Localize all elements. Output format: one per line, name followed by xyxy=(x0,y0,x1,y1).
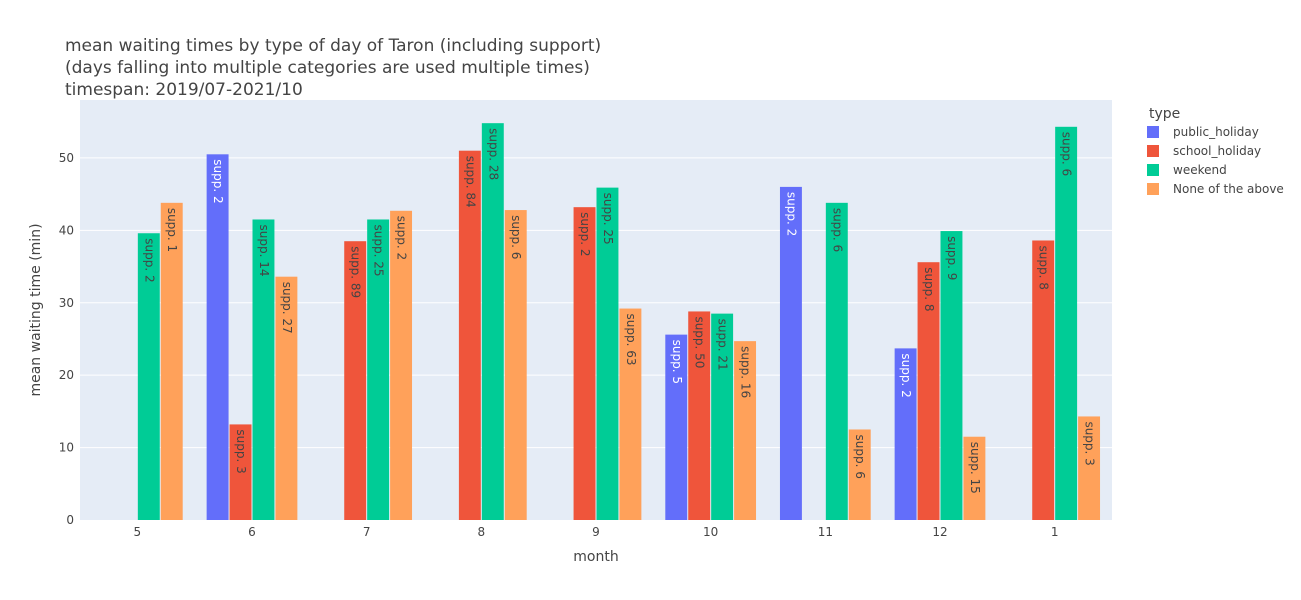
bar-none-of-the-above xyxy=(504,210,527,520)
bar-none-of-the-above xyxy=(734,341,757,520)
chart-title-line-2: (days falling into multiple categories a… xyxy=(65,58,590,78)
bar-public_holiday xyxy=(665,334,688,520)
bar-none-of-the-above xyxy=(275,276,298,520)
x-tick-label: 10 xyxy=(703,525,718,539)
bar-data-label: supp. 6 xyxy=(1060,132,1074,176)
legend-item-label: public_holiday xyxy=(1173,125,1259,139)
x-tick-label: 6 xyxy=(248,525,256,539)
x-tick-label: 1 xyxy=(1051,525,1059,539)
legend: type public_holiday school_holidayweekend… xyxy=(1147,106,1284,196)
bar-public_holiday xyxy=(206,154,229,520)
y-tick-label: 10 xyxy=(59,441,74,455)
plot-area xyxy=(80,100,1112,520)
x-tick-label: 7 xyxy=(363,525,371,539)
bar-data-label: supp. 8 xyxy=(922,267,936,311)
y-tick-label: 0 xyxy=(66,513,74,527)
bar-data-label: supp. 15 xyxy=(968,442,982,494)
x-axis-ticks: 5 6 7 8 9 10 11 12 1 xyxy=(134,525,1059,539)
legend-swatch xyxy=(1147,183,1159,195)
y-axis-ticks: 0 10 20 30 40 50 xyxy=(59,151,74,527)
bar-weekend xyxy=(481,123,504,520)
bar-weekend xyxy=(711,313,734,520)
bar-data-label: supp. 89 xyxy=(349,246,363,298)
y-tick-label: 30 xyxy=(59,296,74,310)
bar-weekend xyxy=(137,233,160,520)
legend-swatch xyxy=(1147,164,1159,176)
x-tick-label: 12 xyxy=(932,525,947,539)
bar-data-label: supp. 16 xyxy=(739,346,753,398)
x-tick-label: 11 xyxy=(818,525,833,539)
bar-data-label: supp. 3 xyxy=(234,429,248,473)
bar-none-of-the-above xyxy=(390,210,413,521)
y-tick-label: 40 xyxy=(59,223,74,237)
bar-school_holiday xyxy=(458,150,481,521)
bar-data-label: supp. 2 xyxy=(899,353,913,397)
bar-data-label: supp. 84 xyxy=(463,156,477,208)
bar-data-label: supp. 2 xyxy=(784,192,798,236)
bar-data-label: supp. 2 xyxy=(578,212,592,256)
bar-data-label: supp. 2 xyxy=(211,159,225,203)
bar-school_holiday xyxy=(688,311,711,520)
bar-data-label: supp. 6 xyxy=(853,434,867,478)
bar-public_holiday xyxy=(894,348,917,520)
legend-swatch xyxy=(1147,145,1159,157)
bar-data-label: supp. 2 xyxy=(395,216,409,260)
bar-data-label: supp. 25 xyxy=(601,193,615,245)
bar-data-label: supp. 50 xyxy=(693,316,707,368)
x-tick-label: 8 xyxy=(478,525,486,539)
bar-school_holiday xyxy=(917,262,940,520)
bar-none-of-the-above xyxy=(619,308,642,520)
bar-weekend xyxy=(825,202,848,521)
bar-weekend xyxy=(367,219,390,520)
y-tick-label: 20 xyxy=(59,368,74,382)
bar-data-label: supp. 27 xyxy=(280,282,294,334)
bar-data-label: supp. 5 xyxy=(670,340,684,384)
bar-weekend xyxy=(1055,126,1078,521)
x-axis-title: month xyxy=(573,549,618,565)
bar-data-label: supp. 2 xyxy=(142,238,156,282)
gridlines xyxy=(80,157,1112,449)
chart-title-line-3: timespan: 2019/07-2021/10 xyxy=(65,80,303,100)
bar-data-label: supp. 28 xyxy=(486,128,500,180)
bar-school_holiday xyxy=(573,207,596,520)
legend-title: type xyxy=(1149,106,1180,122)
bar-none-of-the-above xyxy=(160,202,183,521)
y-axis-title: mean waiting time (min) xyxy=(28,223,44,396)
bar-weekend xyxy=(596,187,619,520)
bar-data-label: supp. 63 xyxy=(624,314,638,366)
legend-item-label: None of the above xyxy=(1173,182,1284,196)
bar-school_holiday xyxy=(229,424,252,520)
x-tick-label: 9 xyxy=(592,525,600,539)
bar-data-label: supp. 25 xyxy=(372,224,386,276)
legend-swatch xyxy=(1147,126,1159,138)
bar-data-label: supp. 9 xyxy=(945,236,959,280)
bar-data-label: supp. 14 xyxy=(257,224,271,276)
chart-title-line-1: mean waiting times by type of day of Tar… xyxy=(65,36,601,56)
bar-school_holiday xyxy=(1032,240,1055,520)
bar-weekend xyxy=(252,219,275,520)
bar-school_holiday xyxy=(344,241,367,520)
y-tick-label: 50 xyxy=(59,151,74,165)
bar-data-label: supp. 6 xyxy=(509,215,523,259)
chart-title: mean waiting times by type of day of Tar… xyxy=(65,36,601,100)
x-tick-label: 5 xyxy=(134,525,142,539)
bar-data-label: supp. 3 xyxy=(1083,421,1097,465)
bar-none-of-the-above xyxy=(1078,416,1101,520)
bar-public_holiday xyxy=(779,186,802,520)
bar-weekend xyxy=(940,231,963,520)
legend-item-label: weekend xyxy=(1173,163,1227,177)
bar-data-label: supp. 1 xyxy=(165,208,179,252)
bar-data-label: supp. 21 xyxy=(716,319,730,371)
legend-item-label: school_holiday xyxy=(1173,144,1261,158)
bar-none-of-the-above xyxy=(848,429,871,520)
bar-none-of-the-above xyxy=(963,436,986,520)
bar-data-label: supp. 8 xyxy=(1037,245,1051,289)
bar-data-label: supp. 6 xyxy=(830,208,844,252)
bars: supp. 2 supp. 5 supp. 2 supp. 2 supp. 3 supp.… xyxy=(137,123,1101,521)
